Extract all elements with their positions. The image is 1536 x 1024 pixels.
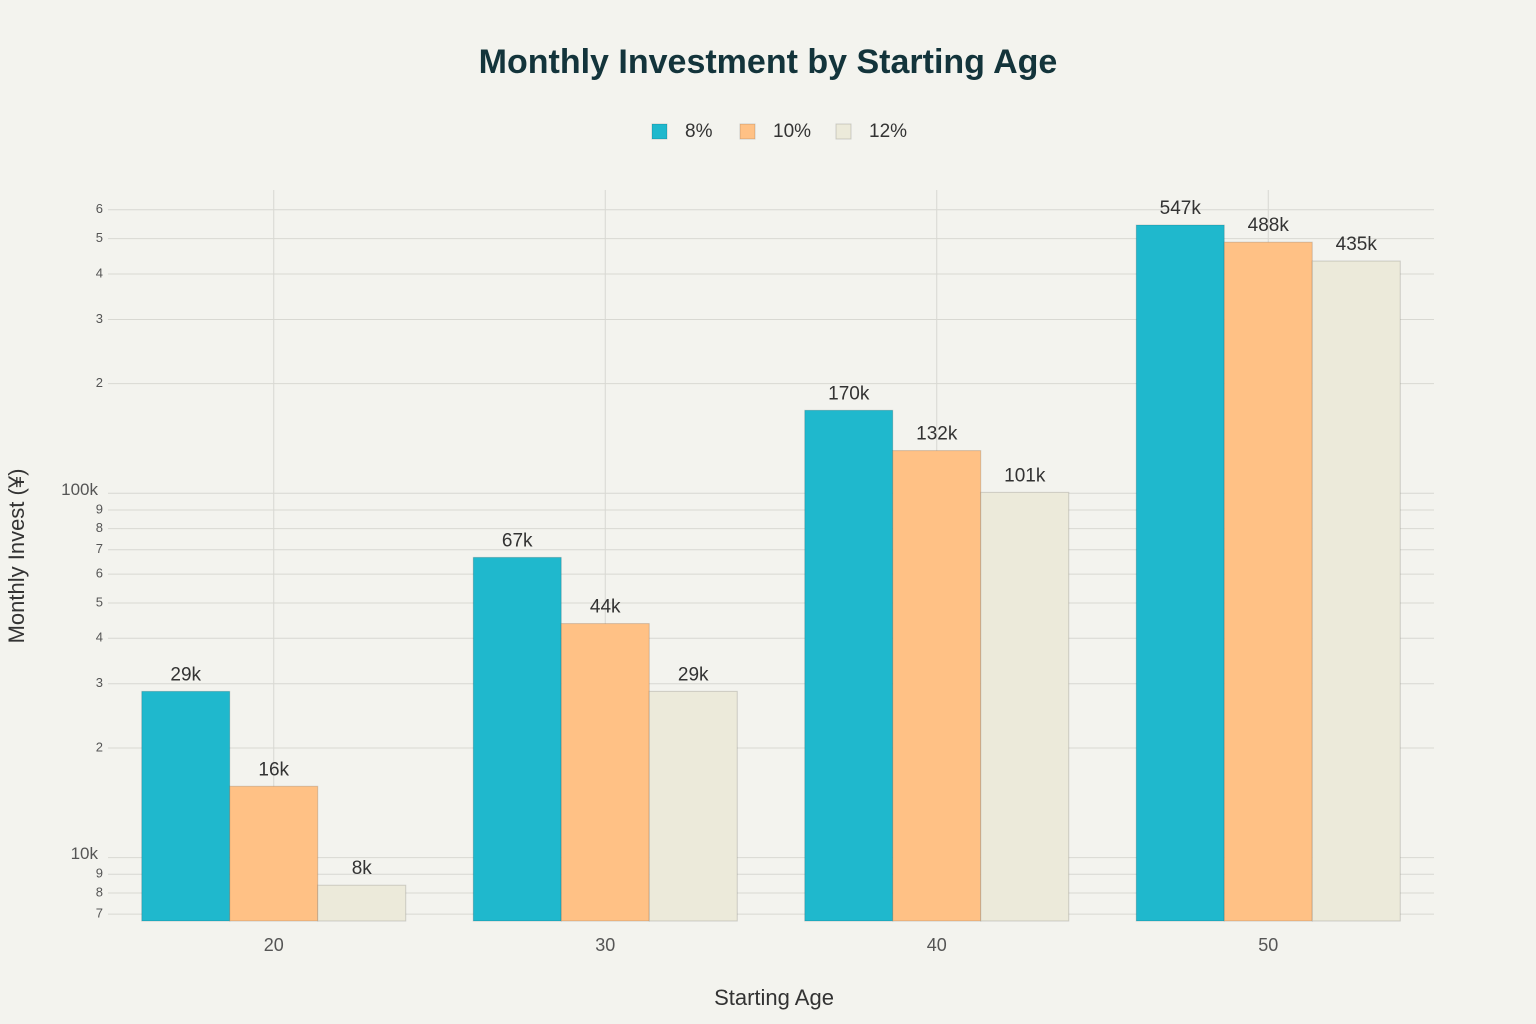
y-tick-label: 8	[96, 520, 103, 535]
data-label: 29k	[170, 664, 201, 685]
data-label: 8k	[352, 858, 373, 879]
y-tick-label: 9	[96, 866, 103, 881]
bar	[317, 884, 407, 922]
y-tick-label: 2	[96, 375, 103, 390]
data-label: 132k	[916, 424, 958, 445]
x-axis-label: Starting Age	[714, 985, 834, 1010]
bar	[1311, 260, 1401, 922]
data-label: 170k	[828, 383, 870, 404]
legend-swatch	[835, 123, 852, 140]
x-tick-label: 20	[264, 935, 284, 955]
y-tick-label: 4	[96, 630, 103, 645]
x-tick-label: 50	[1258, 935, 1278, 955]
legend-swatch	[739, 123, 756, 140]
bar	[229, 785, 319, 922]
data-label: 435k	[1336, 234, 1378, 255]
y-tick-label: 5	[96, 594, 103, 609]
bar	[1135, 224, 1225, 922]
y-tick-label: 7	[96, 541, 103, 556]
y-tick-label: 3	[96, 311, 103, 326]
y-tick-label: 2	[96, 739, 103, 754]
y-axis-label: Monthly Invest (¥)	[4, 469, 29, 644]
bar	[648, 690, 738, 922]
legend-label: 12%	[869, 121, 907, 142]
legend-label: 10%	[773, 121, 811, 142]
data-label: 16k	[258, 759, 289, 780]
data-label: 547k	[1160, 198, 1202, 219]
data-label: 67k	[502, 530, 533, 551]
x-tick-label: 30	[595, 935, 615, 955]
data-label: 29k	[678, 664, 709, 685]
bar	[560, 623, 650, 922]
y-tick-label: 6	[96, 201, 103, 216]
y-tick-label: 8	[96, 884, 103, 899]
bar	[804, 409, 894, 922]
bar	[472, 556, 562, 922]
data-label: 488k	[1248, 215, 1290, 236]
x-tick-label: 40	[927, 935, 947, 955]
y-tick-label: 4	[96, 265, 103, 280]
y-tick-label: 3	[96, 675, 103, 690]
y-tick-label: 5	[96, 230, 103, 245]
bar	[980, 491, 1070, 922]
legend-swatch	[651, 123, 668, 140]
y-tick-label: 9	[96, 501, 103, 516]
data-label: 44k	[590, 597, 621, 618]
y-tick-label: 6	[96, 566, 103, 581]
y-tick-label: 10k	[71, 844, 99, 863]
bar	[1223, 241, 1313, 922]
y-tick-label: 7	[96, 906, 103, 921]
chart-title: Monthly Investment by Starting Age	[479, 43, 1058, 81]
legend-label: 8%	[685, 121, 713, 142]
y-tick-label: 100k	[61, 480, 98, 499]
bar	[892, 450, 982, 922]
data-label: 101k	[1004, 465, 1046, 486]
bar	[141, 690, 231, 922]
